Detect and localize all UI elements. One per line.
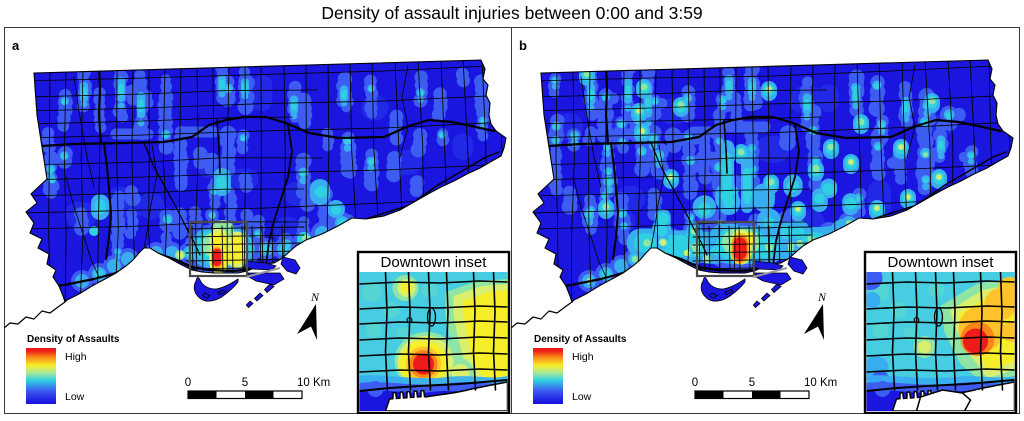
svg-text:0: 0 (185, 377, 191, 389)
svg-text:Low: Low (572, 391, 592, 403)
svg-text:10 Km: 10 Km (804, 377, 837, 389)
svg-text:10 Km: 10 Km (297, 377, 330, 389)
svg-text:High: High (65, 351, 87, 363)
svg-text:Downtown inset: Downtown inset (888, 254, 995, 271)
svg-text:0: 0 (692, 377, 698, 389)
svg-text:N: N (310, 290, 320, 304)
svg-text:5: 5 (242, 377, 248, 389)
svg-text:Downtown inset: Downtown inset (381, 254, 488, 271)
svg-text:High: High (572, 351, 594, 363)
svg-text:Density of Assaults: Density of Assaults (534, 334, 627, 345)
svg-text:Density of Assaults: Density of Assaults (27, 334, 120, 345)
svg-text:Low: Low (65, 391, 85, 403)
svg-text:a: a (12, 38, 20, 53)
svg-text:N: N (817, 290, 827, 304)
svg-text:5: 5 (749, 377, 755, 389)
svg-text:b: b (519, 38, 527, 53)
